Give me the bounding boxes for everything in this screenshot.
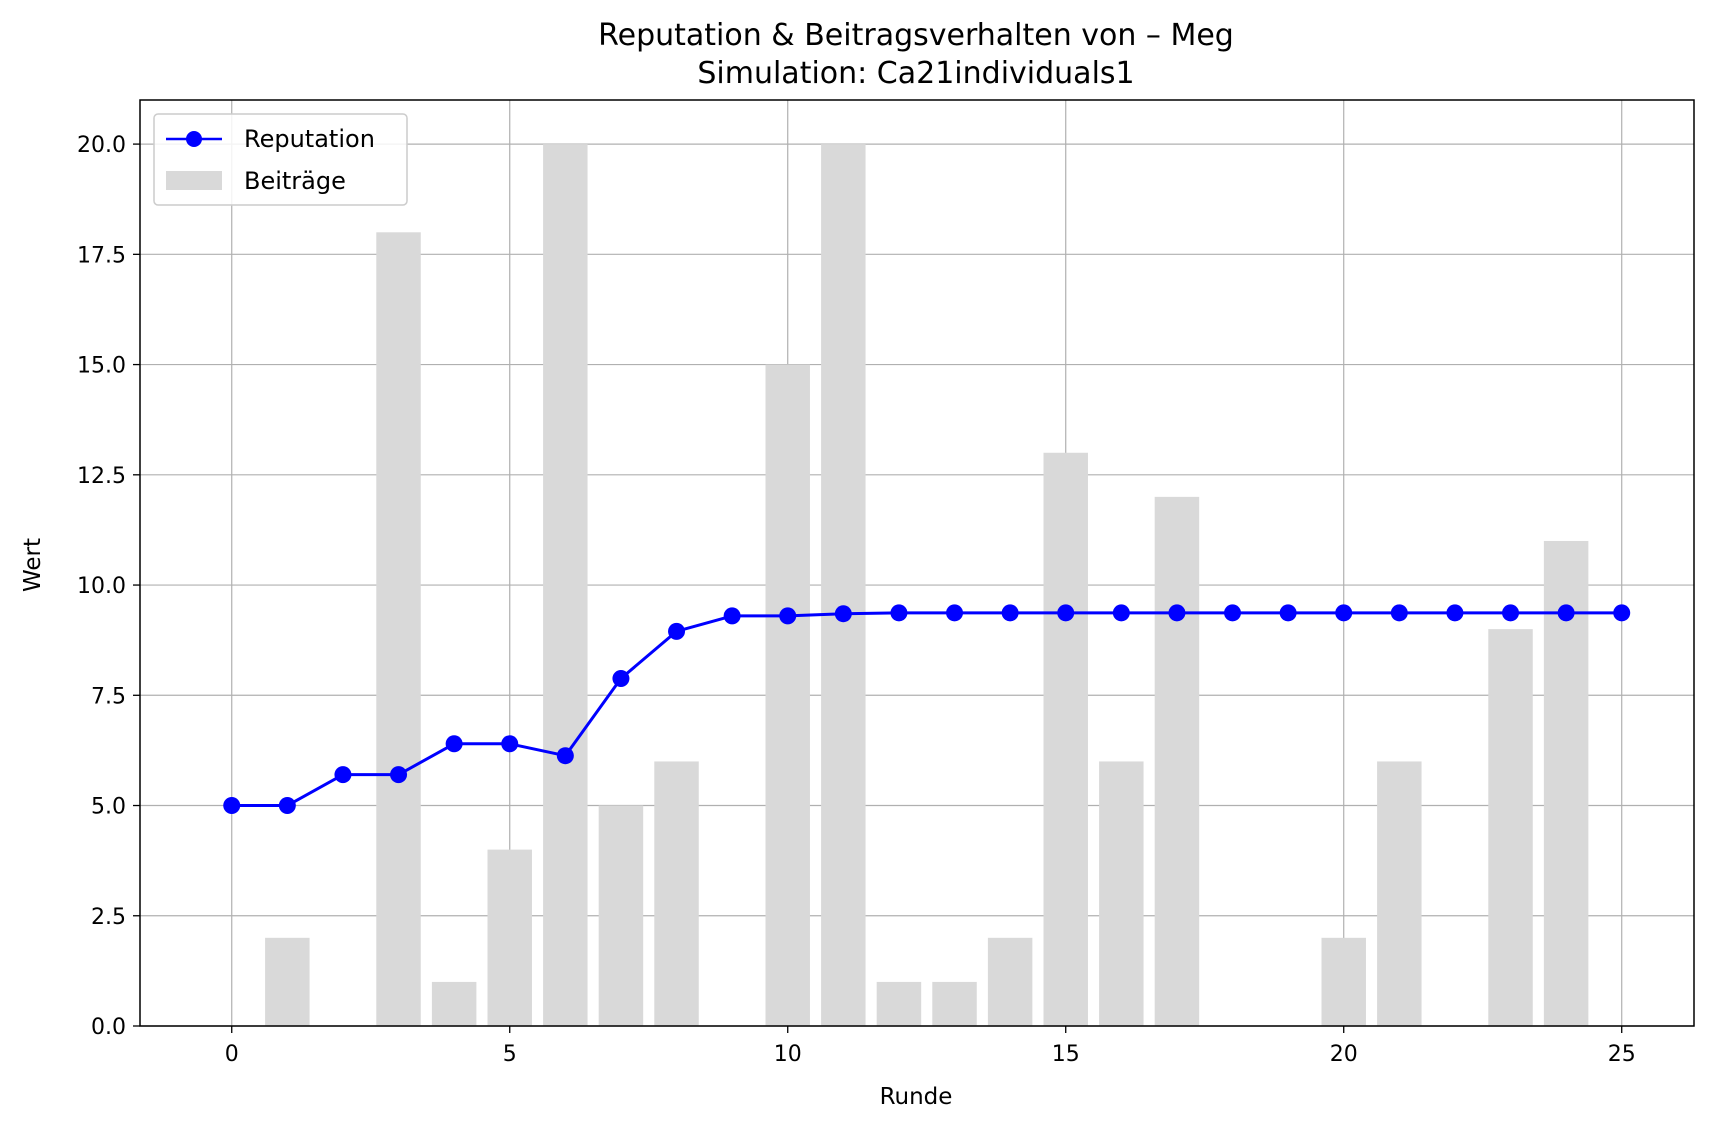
reputation-point [1502, 604, 1520, 622]
legend-marker-swatch [186, 131, 202, 147]
contribution-bar [265, 937, 310, 1026]
x-axis: 0 5 10 15 20 25 [225, 1026, 1636, 1067]
y-tick-label: 2.5 [91, 905, 126, 930]
contribution-bar [876, 981, 922, 1026]
reputation-point [334, 766, 352, 784]
reputation-point [223, 797, 241, 815]
reputation-point [1335, 604, 1353, 622]
reputation-point [612, 670, 630, 688]
y-tick-label: 5.0 [91, 795, 126, 820]
contribution-bar [1543, 540, 1589, 1026]
reputation-point [1446, 604, 1464, 622]
y-tick-label: 7.5 [91, 684, 126, 709]
contribution-bar [1321, 937, 1366, 1026]
y-tick-label: 0.0 [91, 1015, 126, 1040]
contribution-bar [932, 981, 977, 1026]
chart-title: Reputation & Beitragsverhalten von – Meg [598, 18, 1234, 53]
reputation-point [1001, 604, 1019, 622]
contribution-bar [1043, 452, 1088, 1026]
reputation-point [668, 622, 686, 640]
contribution-bar [543, 144, 588, 1027]
contribution-bar [821, 144, 866, 1027]
contribution-bar [1099, 761, 1144, 1026]
y-tick-label: 20.0 [77, 133, 126, 158]
legend-label-beitraege: Beiträge [244, 167, 346, 195]
reputation-point [890, 604, 908, 622]
x-tick-label: 0 [225, 1042, 239, 1067]
reputation-point [445, 735, 463, 753]
contribution-bar [431, 981, 477, 1026]
legend-bar-swatch [166, 171, 222, 190]
contribution-bar [376, 232, 421, 1027]
plot-frame [139, 99, 1695, 1027]
x-tick-label: 5 [503, 1042, 517, 1067]
y-axis: 0.0 2.5 5.0 7.5 10.0 12.5 15.0 17.5 20.0 [77, 133, 140, 1040]
legend-label-reputation: Reputation [244, 125, 375, 153]
reputation-point [278, 797, 296, 815]
x-tick-label: 25 [1608, 1042, 1636, 1067]
reputation-line [231, 611, 1622, 808]
reputation-point [1112, 604, 1130, 622]
contribution-bar [654, 761, 699, 1026]
reputation-point [1224, 604, 1242, 622]
contribution-bar [987, 937, 1033, 1026]
y-tick-label: 10.0 [77, 574, 126, 599]
reputation-point [1168, 604, 1186, 622]
reputation-point [1390, 604, 1408, 622]
x-tick-label: 10 [774, 1042, 802, 1067]
contribution-bar [598, 805, 644, 1026]
contribution-bar [487, 849, 532, 1026]
chart-subtitle: Simulation: Ca21individuals1 [697, 56, 1134, 91]
contribution-bar [1488, 629, 1533, 1026]
reputation-point [1557, 604, 1575, 622]
reputation-point [556, 747, 574, 765]
y-tick-label: 12.5 [77, 464, 126, 489]
reputation-point [390, 766, 408, 784]
contribution-bar [1377, 761, 1422, 1026]
reputation-point [723, 607, 741, 625]
contribution-bar [1154, 496, 1200, 1026]
x-axis-label: Runde [880, 1084, 953, 1110]
x-tick-label: 15 [1052, 1042, 1080, 1067]
y-axis-label: Wert [20, 538, 46, 592]
reputation-point [1279, 604, 1297, 622]
reputation-point [1613, 604, 1631, 622]
reputation-point [1057, 604, 1075, 622]
x-tick-label: 20 [1330, 1042, 1358, 1067]
line-layer [223, 604, 1631, 815]
reputation-point [501, 735, 519, 753]
reputation-point [834, 605, 852, 623]
y-tick-label: 15.0 [77, 354, 126, 379]
contribution-bar [765, 364, 810, 1027]
y-tick-label: 17.5 [77, 243, 126, 268]
reputation-point [946, 604, 964, 622]
legend: Reputation Beiträge [153, 113, 408, 206]
reputation-point [779, 607, 797, 625]
bar-layer [265, 144, 1589, 1027]
